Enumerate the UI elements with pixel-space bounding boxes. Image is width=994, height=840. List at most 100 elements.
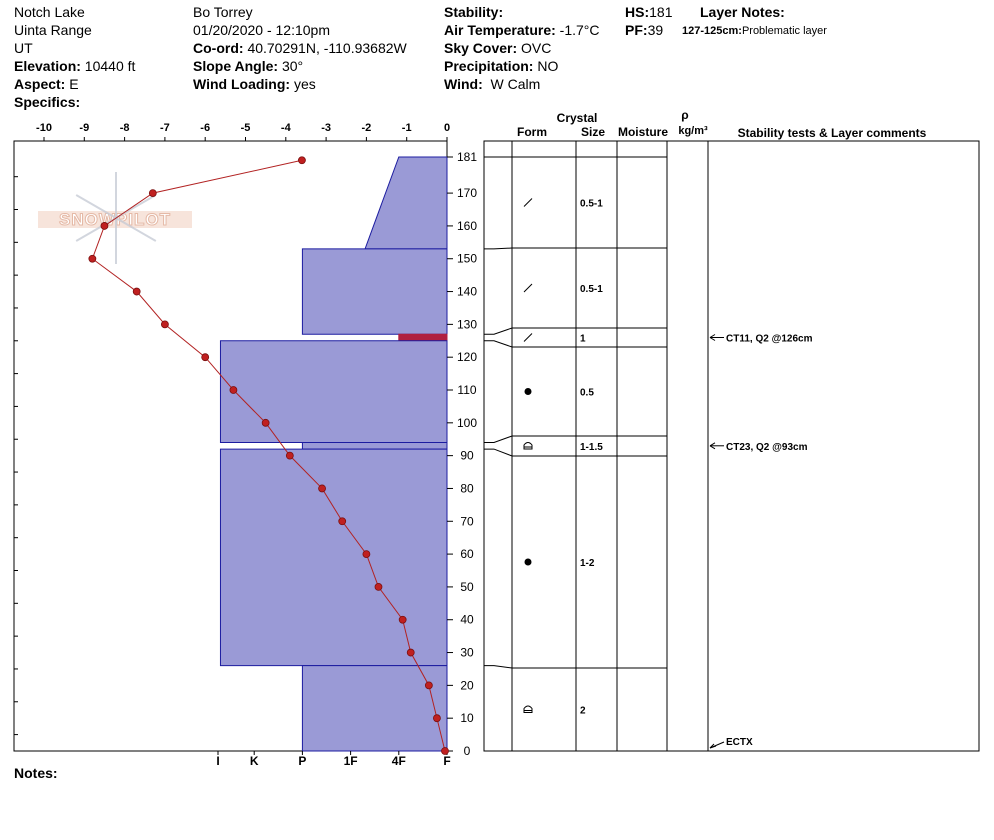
temp-tick-label: -4 xyxy=(281,122,292,134)
size-header: Size xyxy=(581,125,605,139)
crystal-size-label: 0.5-1 xyxy=(580,284,603,295)
aspect-value: E xyxy=(69,76,79,92)
weather-info: Stability: Air Temperature: -1.7°C Sky C… xyxy=(444,3,600,93)
depth-tick-label: 110 xyxy=(457,383,476,397)
crystal-header: Crystal xyxy=(557,111,598,125)
wind: Wind: W Calm xyxy=(444,75,600,93)
stability-test-label: ECTX xyxy=(726,737,753,748)
observer: Bo Torrey xyxy=(193,4,253,20)
layer-boundary xyxy=(484,340,667,348)
hardness-tick-label: K xyxy=(250,754,259,768)
coord-label: Co-ord: xyxy=(193,40,244,56)
pf-label: PF: xyxy=(625,22,648,38)
notes-label: Notes: xyxy=(14,765,58,781)
layer-notes-label: Layer Notes: xyxy=(700,4,785,20)
temperature-point xyxy=(298,156,306,165)
temperature-point xyxy=(441,747,449,755)
temperature-point xyxy=(424,681,433,690)
wind-loading: Wind Loading: yes xyxy=(193,75,407,93)
temperature-profile xyxy=(88,156,449,755)
slope-angle: Slope Angle: 30° xyxy=(193,57,407,75)
hs-value: 181 xyxy=(649,4,673,20)
layer-notes: Layer Notes: xyxy=(700,3,785,21)
observation-info: Bo Torrey 01/20/2020 - 12:10pm Co-ord: 4… xyxy=(193,3,407,93)
temperature-point xyxy=(285,451,294,460)
hardness-layer-bar xyxy=(364,156,448,250)
state-name: UT xyxy=(14,40,33,56)
depth-tick-label: 140 xyxy=(457,285,477,299)
stability-test-label: CT23, Q2 @93cm xyxy=(726,442,808,453)
hardness-tick-label: 1F xyxy=(344,754,358,768)
crystal-size-label: 2 xyxy=(580,706,586,717)
hardness-layer-bar xyxy=(219,340,448,444)
stability-label: Stability: xyxy=(444,4,504,20)
temperature-axis: -10 -9 -8 -7 -6 -5 -4 -3 -2 -1 0 xyxy=(36,122,450,141)
hardness-layer-bar xyxy=(301,248,448,335)
snow-height-info: HS:181 PF:39 xyxy=(625,3,672,39)
datetime: 01/20/2020 - 12:10pm xyxy=(193,22,330,38)
layer-boundary xyxy=(484,665,667,669)
depth-tick-label: 100 xyxy=(457,416,477,430)
elevation-label: Elevation: xyxy=(14,58,81,74)
coordinates: Co-ord: 40.70291N, -110.93682W xyxy=(193,39,407,57)
sky-cover: Sky Cover: OVC xyxy=(444,39,600,57)
crystal-size-label: 1 xyxy=(580,334,586,345)
depth-tick-label: 160 xyxy=(457,219,477,233)
temperature-point xyxy=(318,484,326,493)
depth-tick-label: 50 xyxy=(460,580,474,594)
temperature-point xyxy=(338,517,347,526)
air-temp-value: -1.7°C xyxy=(559,22,600,38)
sky-label: Sky Cover: xyxy=(444,40,518,56)
wind-loading-label: Wind Loading: xyxy=(193,76,291,92)
depth-tick-label: 20 xyxy=(460,678,474,692)
temperature-point xyxy=(201,353,210,362)
depth-tick-label: 130 xyxy=(457,317,477,331)
temperature-point xyxy=(100,222,109,230)
depth-tick-label: 80 xyxy=(460,481,474,495)
stability-arrow-head xyxy=(709,743,717,749)
specifics: Specifics: xyxy=(14,93,135,111)
hs: HS:181 xyxy=(625,3,672,21)
depth-tick-label: 10 xyxy=(460,711,474,725)
hardness-profile xyxy=(13,140,448,752)
temp-tick-label: -3 xyxy=(321,122,331,134)
specifics-label: Specifics: xyxy=(14,94,81,110)
elevation: Elevation: 10440 ft xyxy=(14,57,135,75)
pf-value: 39 xyxy=(647,22,664,38)
form-depth-hoar-icon xyxy=(523,705,533,713)
pf: PF:39 xyxy=(625,21,672,39)
temp-tick-label: -7 xyxy=(160,122,170,134)
temperature-point xyxy=(160,320,169,329)
depth-tick-label: 30 xyxy=(460,646,474,660)
moisture-header: Moisture xyxy=(618,125,668,139)
stability-arrow-head xyxy=(709,442,716,450)
temperature-point xyxy=(261,418,270,427)
temp-tick-label: -8 xyxy=(120,122,130,134)
crystal-size-label: 0.5-1 xyxy=(580,199,603,210)
form-decomposing-icon xyxy=(523,333,533,342)
precipitation: Precipitation: NO xyxy=(444,57,600,75)
coord-value: 40.70291N, -110.93682W xyxy=(247,40,407,56)
precip-label: Precipitation: xyxy=(444,58,534,74)
layer-boundary xyxy=(484,435,667,444)
temperature-point xyxy=(398,615,407,624)
hardness-tick-label: F xyxy=(443,754,450,768)
air-temp-label: Air Temperature: xyxy=(444,22,556,38)
depth-tick-label: 60 xyxy=(460,547,474,561)
density-rho-header: ρ xyxy=(681,108,688,122)
hardness-tick-label: P xyxy=(298,754,306,768)
range-name: Uinta Range xyxy=(14,22,92,38)
layer-note-range: 127-125cm: xyxy=(682,25,742,37)
depth-tick-label: 170 xyxy=(457,186,477,200)
depth-tick-label: 120 xyxy=(457,350,477,364)
depth-tick-label: 90 xyxy=(460,449,474,463)
slope-label: Slope Angle: xyxy=(193,58,279,74)
form-decomposing-icon xyxy=(523,283,533,293)
temp-tick-label: -6 xyxy=(200,122,210,134)
layer-boundary xyxy=(484,448,667,457)
temperature-point xyxy=(362,550,371,558)
aspect: Aspect: E xyxy=(14,75,135,93)
temp-tick-label: -9 xyxy=(79,122,89,134)
aspect-label: Aspect: xyxy=(14,76,66,92)
